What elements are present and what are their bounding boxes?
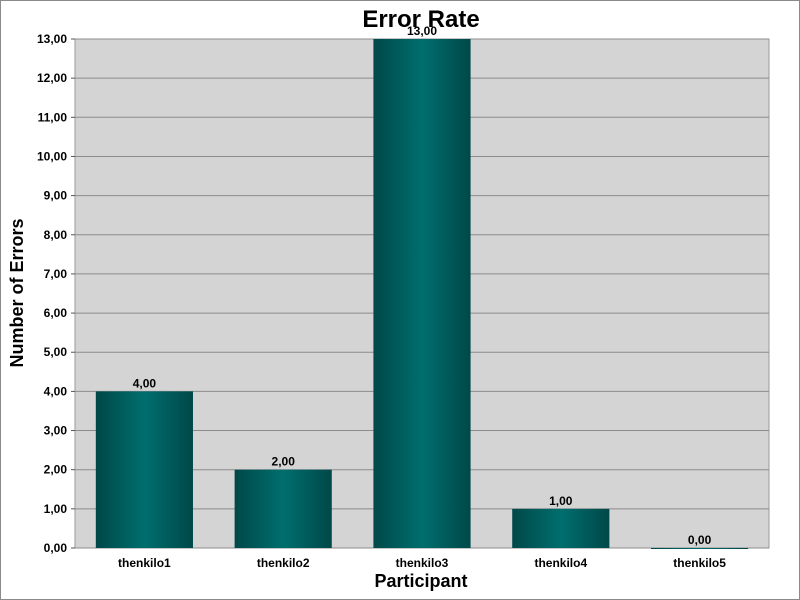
- y-tick-label: 0,00: [44, 541, 68, 555]
- chart-title: Error Rate: [362, 6, 479, 33]
- y-tick-label: 10,00: [37, 149, 67, 163]
- x-tick-label: thenkilo1: [118, 556, 171, 570]
- bars: [95, 39, 749, 549]
- y-tick-label: 7,00: [44, 267, 68, 281]
- x-tick-label: thenkilo2: [257, 556, 310, 570]
- data-label: 4,00: [133, 376, 157, 390]
- y-tick-label: 9,00: [44, 189, 68, 203]
- bar-thenkilo1: [95, 391, 193, 548]
- data-label: 2,00: [272, 455, 296, 469]
- data-label: 0,00: [688, 533, 712, 547]
- data-label: 1,00: [549, 494, 573, 508]
- x-tick-label: thenkilo4: [534, 556, 587, 570]
- data-label: 13,00: [407, 24, 437, 38]
- bar-thenkilo4: [512, 508, 610, 548]
- y-tick-label: 2,00: [44, 463, 68, 477]
- y-tick-label: 8,00: [44, 228, 68, 242]
- y-tick-label: 11,00: [38, 110, 68, 124]
- y-axis-title: Number of Errors: [7, 218, 27, 367]
- bar-thenkilo5: [651, 548, 749, 549]
- y-tick-label: 12,00: [37, 71, 67, 85]
- y-tick-labels: 0,00 1,00 2,00 3,00 4,00 5,00 6,00 7,00 8,00 9,00…: [37, 32, 67, 555]
- bar-thenkilo2: [234, 469, 332, 548]
- x-tick-label: thenkilo3: [396, 556, 449, 570]
- bar-thenkilo3: [373, 39, 471, 548]
- y-tick-label: 5,00: [44, 345, 68, 359]
- x-axis-title: Participant: [374, 571, 467, 591]
- y-tick-label: 1,00: [44, 502, 68, 516]
- y-tick-label: 4,00: [44, 384, 68, 398]
- x-tick-labels: thenkilo1 thenkilo2 thenkilo3 thenkilo4 then…: [118, 556, 726, 570]
- x-tick-label: thenkilo5: [673, 556, 726, 570]
- y-tick-label: 3,00: [44, 424, 68, 438]
- y-tick-label: 13,00: [37, 32, 67, 46]
- y-tick-label: 6,00: [44, 306, 68, 320]
- data-labels: 4,00 2,00 13,00 1,00 0,00: [133, 24, 712, 547]
